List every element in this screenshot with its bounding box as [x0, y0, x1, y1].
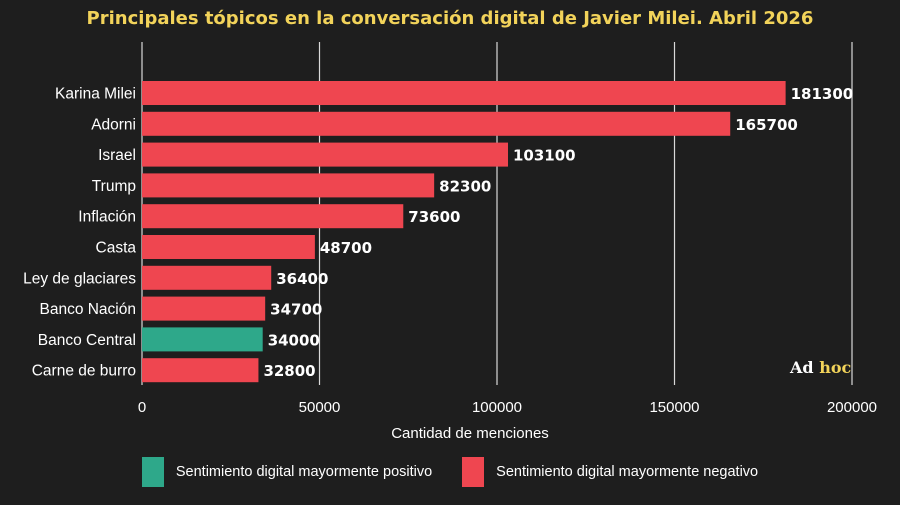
bar-6 — [142, 265, 272, 290]
y-tick-label-5: Casta — [96, 240, 137, 257]
y-tick-label-9: Carne de burro — [32, 363, 136, 380]
y-tick-label-3: Trump — [92, 178, 136, 195]
y-tick-label-1: Adorni — [91, 116, 136, 133]
x-tick-label-1: 50000 — [299, 399, 341, 416]
legend: Sentimiento digital mayormente positivo … — [0, 457, 900, 487]
bar-9 — [142, 358, 259, 383]
value-label-1: 165700 — [735, 116, 798, 134]
value-label-2: 103100 — [513, 147, 576, 165]
x-axis-label: Cantidad de menciones — [391, 425, 549, 442]
value-label-4: 73600 — [408, 208, 460, 226]
value-label-8: 34000 — [268, 331, 320, 349]
legend-label-positive: Sentimiento digital mayormente positivo — [175, 464, 433, 480]
value-label-0: 181300 — [791, 85, 854, 103]
y-tick-label-0: Karina Milei — [55, 86, 136, 103]
y-tick-label-4: Inflación — [78, 209, 136, 226]
bar-5 — [142, 235, 315, 259]
logo-part-ad: Ad — [790, 358, 814, 377]
x-tick-label-0: 0 — [138, 399, 146, 416]
bar-8 — [142, 327, 263, 352]
adhoc-logo: Ad hoc — [790, 358, 851, 377]
value-label-9: 32800 — [263, 362, 315, 380]
value-label-3: 82300 — [439, 177, 491, 195]
x-tick-label-3: 150000 — [649, 399, 699, 416]
y-tick-label-7: Banco Nación — [39, 301, 136, 318]
y-tick-label-6: Ley de glaciares — [23, 270, 136, 287]
legend-item-positive: Sentimiento digital mayormente positivo — [141, 457, 433, 487]
bar-4 — [142, 204, 404, 229]
bar-3 — [142, 173, 435, 198]
bar-0 — [142, 81, 786, 105]
bar-1 — [142, 111, 731, 136]
y-tick-label-2: Israel — [98, 147, 136, 164]
legend-label-negative: Sentimiento digital mayormente negativo — [496, 464, 759, 480]
x-tick-label-2: 100000 — [472, 399, 522, 416]
y-tick-labels: Karina Milei Adorni Israel Trump Inflación Ca… — [23, 86, 136, 380]
value-label-7: 34700 — [270, 301, 322, 319]
bar-7 — [142, 296, 266, 321]
legend-swatch-negative — [462, 457, 485, 487]
x-tick-labels: 0 50000 100000 150000 200000 — [138, 399, 877, 416]
value-labels: 181300 165700 103100 82300 73600 48700 36400 34… — [263, 85, 853, 380]
value-label-6: 36400 — [276, 270, 328, 288]
y-tick-label-8: Banco Central — [38, 332, 136, 349]
bars — [142, 81, 786, 383]
legend-item-negative: Sentimiento digital mayormente negativo — [462, 457, 758, 487]
logo-part-hoc: hoc — [819, 358, 852, 377]
bar-2 — [142, 142, 509, 167]
chart-title: Principales tópicos en la conversación d… — [86, 8, 814, 29]
legend-swatch-positive — [141, 457, 164, 487]
x-tick-label-4: 200000 — [827, 399, 877, 416]
value-label-5: 48700 — [320, 239, 372, 257]
